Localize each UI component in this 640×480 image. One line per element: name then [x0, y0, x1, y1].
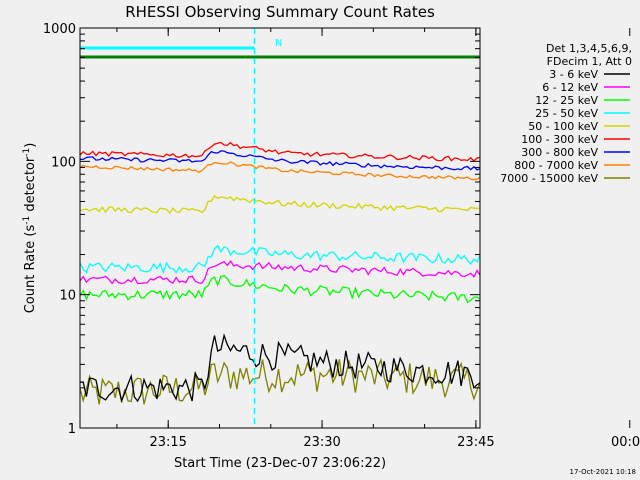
x-tick-label: 00:00	[611, 435, 640, 450]
footer-date: 17-Oct-2021 10:18	[570, 468, 636, 476]
legend-label: 7000 - 15000 keV	[500, 172, 598, 185]
series-line-3_6keV-0	[80, 333, 480, 403]
chart-title: RHESSI Observing Summary Count Rates	[125, 3, 435, 21]
x-tick-label: 23:30	[303, 435, 340, 450]
legend-label: 300 - 800 keV	[521, 146, 598, 159]
y-axis-label: Count Rate (s-1 detector-1)	[22, 143, 38, 314]
series-line-25_50keV-0	[80, 244, 480, 275]
series-line-800_7000keV-0	[80, 161, 480, 181]
x-axis-label: Start Time (23-Dec-07 23:06:22)	[174, 456, 386, 471]
legend-label: 6 - 12 keV	[542, 81, 598, 94]
legend-label: 3 - 6 keV	[549, 68, 598, 81]
flag-label-rd4: RD4	[521, 56, 542, 67]
series-line-7000_15000keV-0	[80, 357, 480, 405]
flag-label-night: N	[275, 38, 282, 49]
y-tick-label: 100	[51, 155, 76, 170]
x-tick-label: 23:15	[149, 435, 186, 450]
legend-label: 100 - 300 keV	[521, 133, 598, 146]
legend-label: 50 - 100 keV	[528, 120, 598, 133]
series-line-6_12keV-0	[80, 259, 480, 285]
legend-header-1: Det 1,3,4,5,6,9,	[546, 42, 632, 55]
legend-label: 12 - 25 keV	[535, 94, 598, 107]
series-line-300_800keV-0	[80, 150, 480, 171]
y-axis: 1 10 100 1000	[43, 22, 481, 437]
series-line-100_300keV-0	[80, 141, 480, 162]
y-tick-label: 1000	[43, 22, 76, 37]
plot-area: NSRD0RD4	[80, 28, 542, 428]
legend-header-2: FDecim 1, Att 0	[547, 55, 632, 68]
series-line-50_100keV-0	[80, 194, 480, 215]
y-tick-label: 1	[68, 422, 76, 437]
legend: Det 1,3,4,5,6,9, FDecim 1, Att 0 3 - 6 k…	[500, 42, 632, 185]
y-tick-label: 10	[59, 289, 76, 304]
plot-frame	[79, 27, 481, 429]
legend-label: 25 - 50 keV	[535, 107, 598, 120]
series-line-12_25keV-0	[80, 274, 480, 304]
legend-label: 800 - 7000 keV	[514, 159, 598, 172]
x-tick-label: 23:45	[457, 435, 494, 450]
